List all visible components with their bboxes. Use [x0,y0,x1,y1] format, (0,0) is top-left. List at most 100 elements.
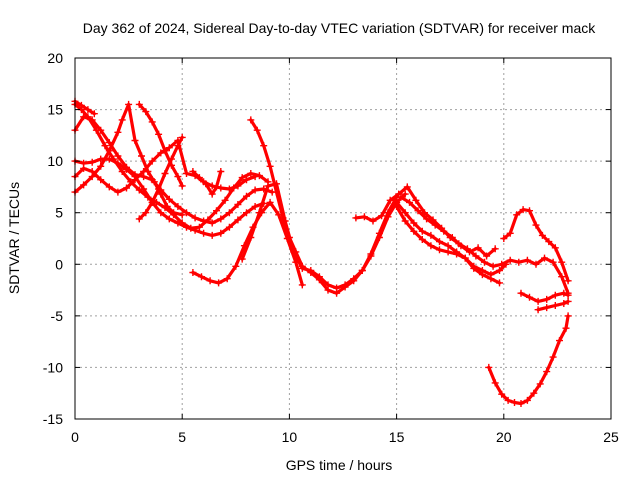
data-point [341,281,349,289]
data-point [502,260,510,268]
data-point [138,152,145,160]
series-track-18 [517,289,572,305]
data-point [217,229,225,237]
data-point [406,198,413,206]
data-point [290,248,298,256]
data-point [500,235,508,242]
data-point [466,248,473,256]
data-point [551,244,559,252]
data-point [562,324,570,332]
data-point [506,256,514,264]
series-track-17 [500,206,572,285]
data-point [496,279,503,287]
data-point [247,116,255,124]
data-point [251,186,259,194]
series-line [399,195,497,258]
data-point [410,227,418,235]
data-point [498,390,506,398]
data-point [168,155,175,163]
data-point [114,152,122,160]
data-point [266,198,274,206]
data-point [77,101,85,109]
data-point [189,168,197,175]
series-line [137,135,184,221]
data-point [523,256,531,264]
data-point [496,267,503,274]
x-tick-label: 10 [282,429,298,445]
data-point [217,184,225,192]
data-point [238,255,246,263]
data-point [165,144,173,152]
y-tick-label: 15 [47,102,63,118]
data-point [298,264,306,272]
data-point [534,297,542,305]
data-point [225,223,233,231]
data-point [273,180,280,188]
data-point [221,196,229,204]
data-point [519,206,527,214]
x-tick-label: 0 [71,429,79,445]
data-point [105,147,113,155]
data-point [148,118,156,126]
data-point [543,368,551,376]
data-point [208,182,216,190]
data-point [225,185,233,193]
series-track-7 [71,97,98,118]
data-point [352,214,360,222]
data-point [135,186,143,194]
data-point [123,184,130,192]
data-point [178,211,186,219]
x-tick-label: 25 [603,429,619,445]
data-point [444,242,452,250]
data-point [88,158,96,166]
data-point [200,217,208,225]
data-point [200,229,208,237]
series-line [240,182,407,290]
data-point [195,174,203,182]
data-point [208,219,216,227]
data-point [157,209,165,217]
y-tick-label: 10 [47,153,63,169]
series-line [487,314,570,406]
data-point [472,252,480,260]
data-point [255,209,263,217]
data-point [378,212,386,220]
data-point [232,262,240,270]
data-point [549,258,557,266]
series-layer [71,97,572,407]
data-point [532,221,540,229]
data-point [375,234,383,241]
data-point [281,217,289,225]
data-point [97,126,105,134]
data-point [142,108,150,116]
data-point [511,399,518,406]
data-point [238,174,246,182]
data-point [88,116,96,124]
data-point [178,133,186,141]
data-point [513,211,521,219]
data-point [163,203,171,210]
data-point [523,396,531,404]
data-point [491,379,499,387]
data-point [369,217,377,225]
data-point [481,258,488,266]
y-tick-label: 20 [47,50,63,66]
data-point [234,182,242,190]
plot-frame [74,57,612,420]
data-point [401,209,409,217]
data-point [80,164,88,172]
data-point [170,209,178,217]
data-point [266,162,274,170]
series-track-12 [238,180,409,292]
data-point [427,242,435,250]
data-point [324,281,332,289]
data-point [453,250,461,258]
data-point [144,168,152,175]
data-point [418,227,426,235]
data-point [178,182,186,190]
series-track-16 [397,193,499,260]
data-point [315,273,323,281]
data-point [161,170,169,177]
data-point [247,170,255,177]
data-point [556,337,563,345]
